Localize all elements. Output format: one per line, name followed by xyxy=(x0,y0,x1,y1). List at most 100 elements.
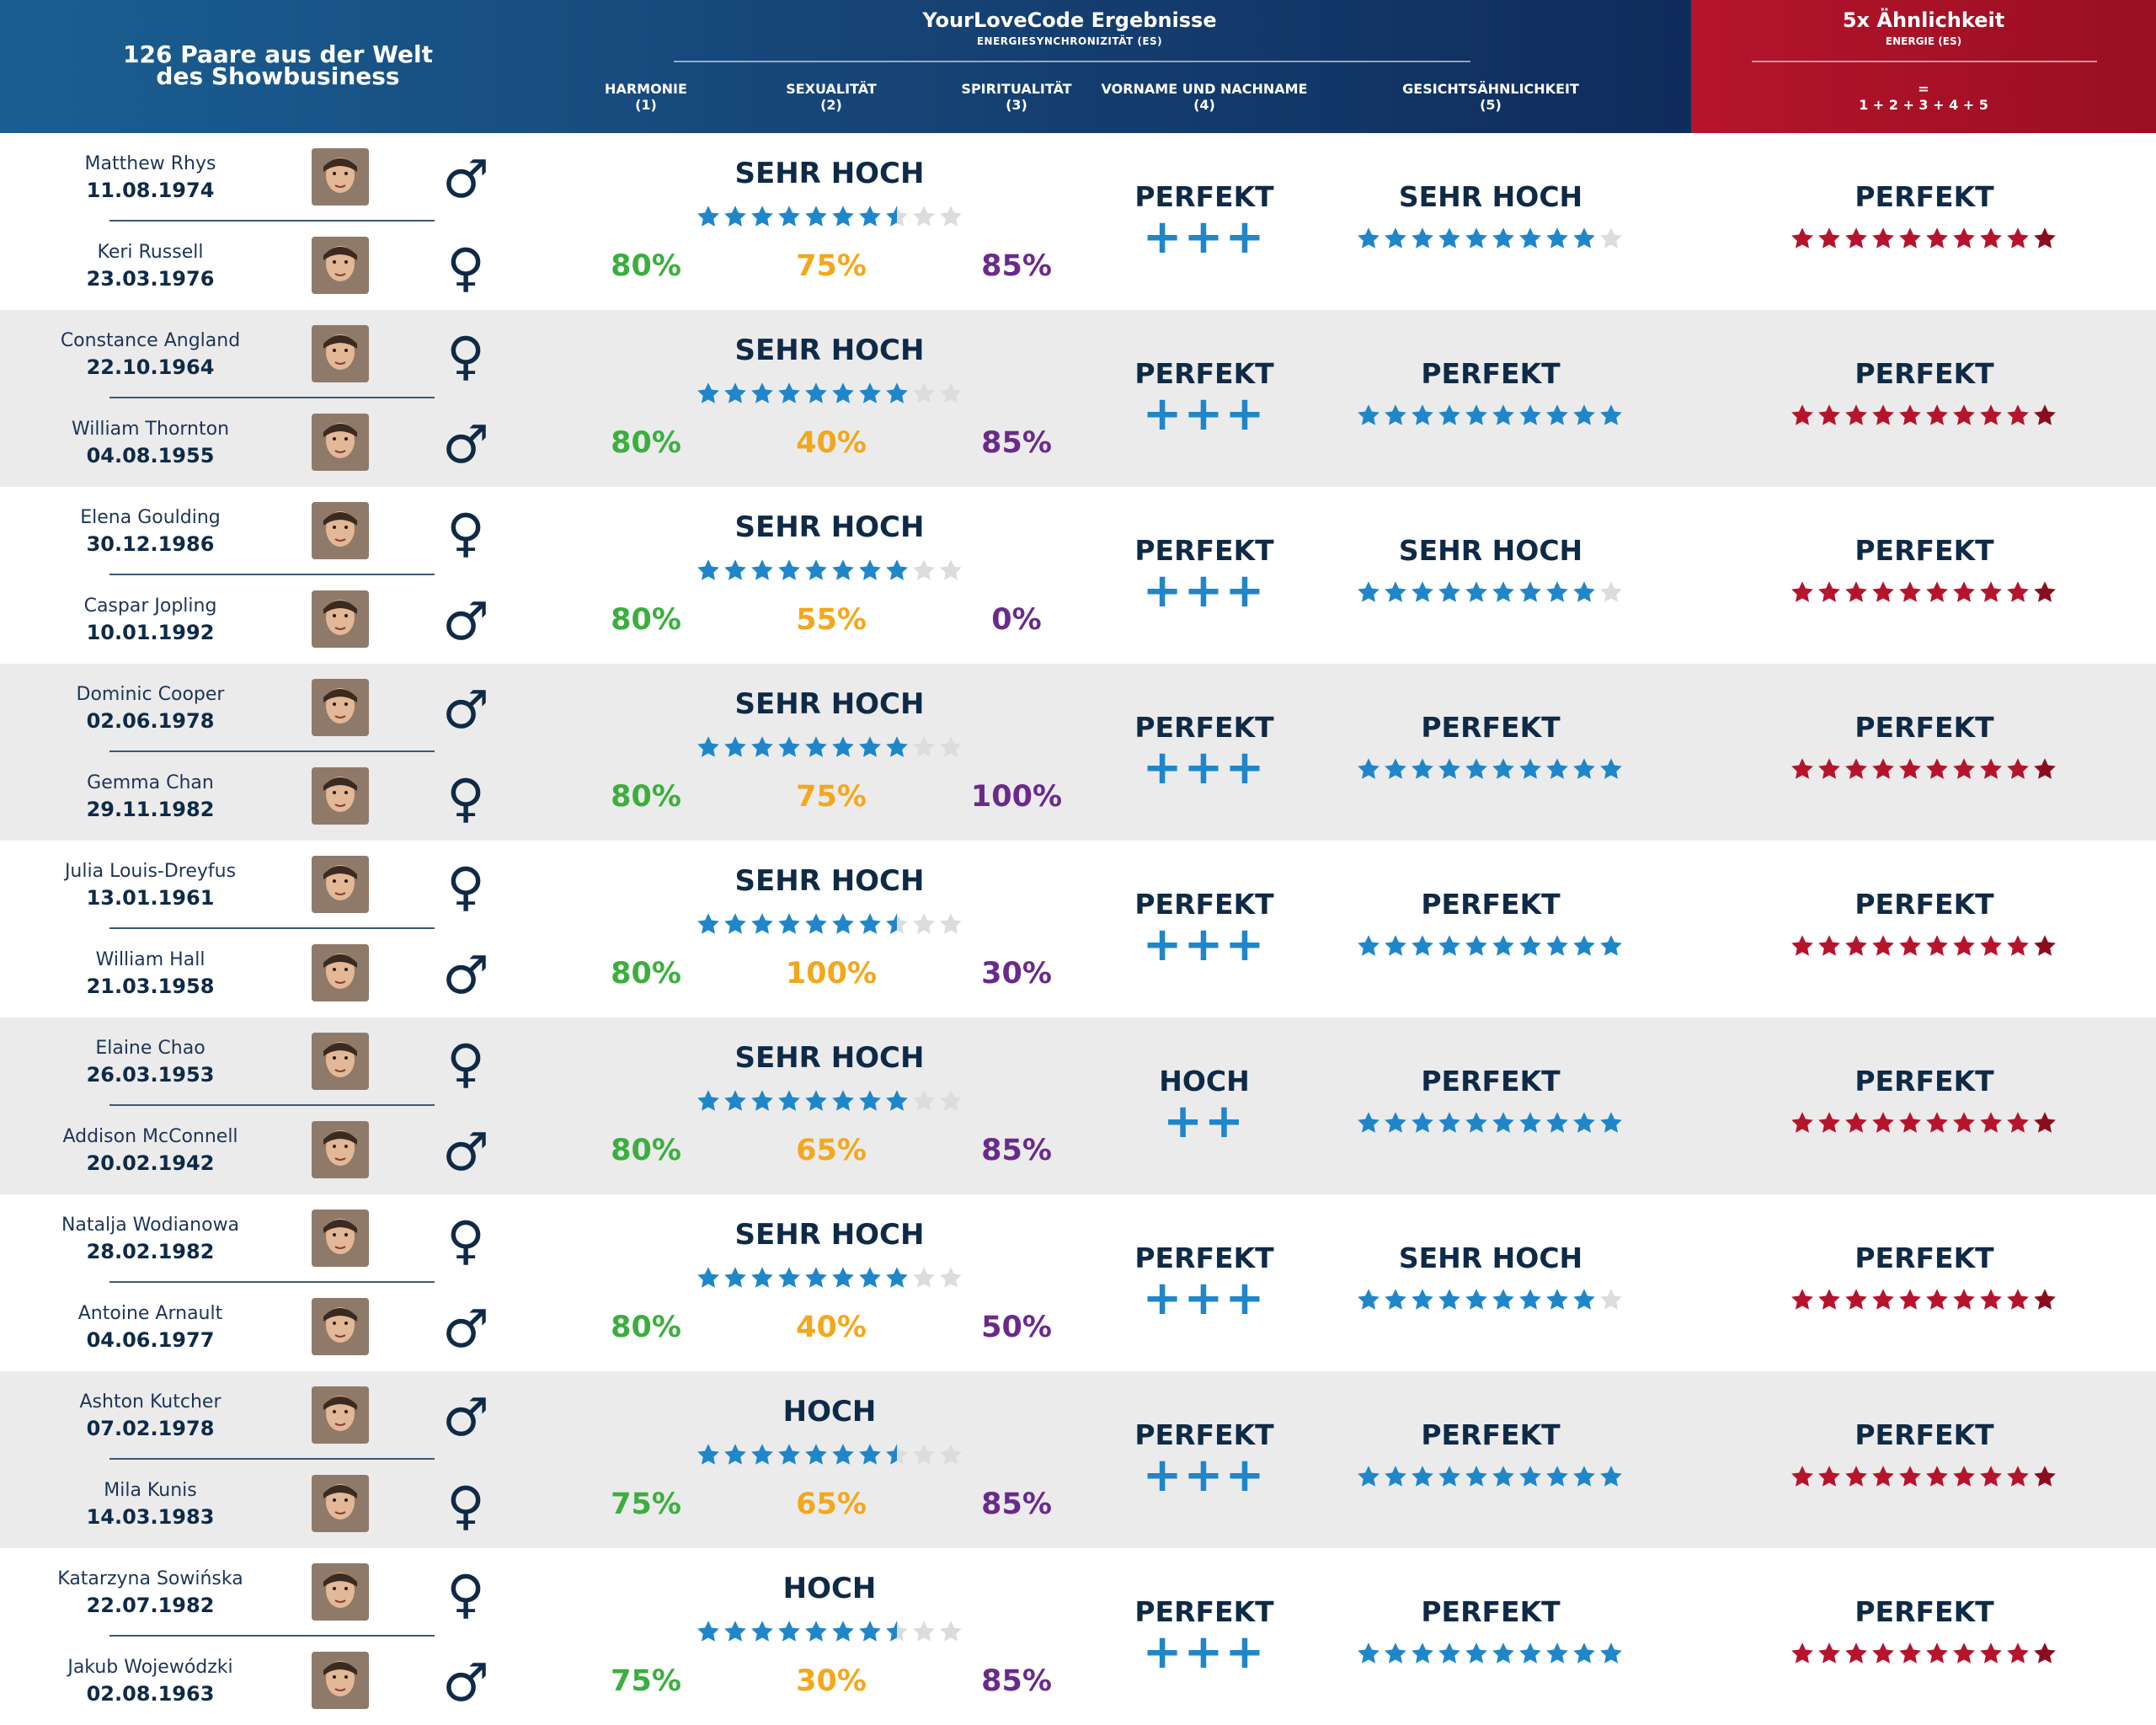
filled-star-icon xyxy=(1410,1287,1435,1312)
filled-star-icon xyxy=(884,558,910,583)
person-p1: Matthew Rhys 11.08.1974 ♂ xyxy=(0,133,489,222)
filled-star-icon xyxy=(1572,1287,1597,1312)
female-symbol-icon: ♀ xyxy=(446,1210,485,1271)
filled-star-icon xyxy=(1518,1287,1543,1312)
filled-star-icon xyxy=(1437,1464,1462,1489)
similarity-rating-label: PERFEKT xyxy=(1854,711,1994,744)
person-divider xyxy=(109,1104,435,1106)
face-rating-label: PERFEKT xyxy=(1421,1418,1561,1451)
filled-star-icon xyxy=(776,911,802,937)
spirituality-percent: 30% xyxy=(981,957,1052,991)
table-row: Julia Louis-Dreyfus 13.01.1961 ♀ William… xyxy=(0,841,2156,1017)
filled-star-icon xyxy=(857,558,883,583)
filled-star-icon xyxy=(1978,403,2004,428)
filled-star-icon xyxy=(1518,403,1543,428)
filled-star-icon xyxy=(830,1088,856,1114)
person-p2: Addison McConnell 20.02.1942 ♂ xyxy=(0,1106,489,1194)
filled-star-icon xyxy=(1572,933,1597,959)
es-rating-label: SEHR HOCH xyxy=(734,864,925,898)
filled-star-icon xyxy=(884,1088,910,1114)
filled-star-icon xyxy=(1951,579,1977,605)
filled-star-icon xyxy=(1598,1110,1624,1135)
filled-star-icon xyxy=(1464,1110,1489,1135)
filled-star-icon xyxy=(1464,226,1489,251)
face-rating-label: PERFEKT xyxy=(1421,888,1561,921)
filled-star-icon xyxy=(750,558,775,583)
name-rating-plus: +++ xyxy=(1142,1625,1267,1680)
filled-star-icon xyxy=(696,381,721,406)
harmony-percent: 75% xyxy=(611,1664,681,1698)
filled-star-icon xyxy=(1844,1641,1869,1666)
person-birthdate: 26.03.1953 xyxy=(86,1063,215,1087)
person-birthdate: 22.07.1982 xyxy=(86,1594,215,1617)
filled-star-icon xyxy=(1464,1464,1489,1489)
filled-star-icon xyxy=(1356,579,1381,605)
name-rating-plus: +++ xyxy=(1142,387,1267,441)
sexuality-percent: 75% xyxy=(796,249,867,283)
filled-star-icon xyxy=(1897,1641,1923,1666)
filled-star-icon xyxy=(1545,1641,1570,1666)
col-header-name: VORNAME UND NACHNAME (4) xyxy=(1086,81,1322,113)
filled-star-icon xyxy=(1464,1287,1489,1312)
filled-star-icon xyxy=(1790,933,1815,959)
empty-star-icon xyxy=(1598,1287,1624,1312)
filled-star-icon xyxy=(1598,1641,1624,1666)
filled-star-icon xyxy=(803,1265,829,1290)
similarity-star-rating xyxy=(1790,403,2059,433)
name-rating-label: PERFEKT xyxy=(1134,1242,1274,1274)
empty-star-icon xyxy=(938,1088,963,1114)
harmony-percent: 80% xyxy=(611,249,681,283)
empty-star-icon xyxy=(911,911,937,937)
filled-star-icon xyxy=(1817,756,1842,782)
filled-star-icon xyxy=(723,1088,748,1114)
header-blue-panel: 126 Paare aus der Welt des Showbusiness … xyxy=(0,0,1691,133)
person-name: Constance Angland xyxy=(60,330,241,351)
sexuality-percent: 40% xyxy=(796,426,867,460)
filled-star-icon xyxy=(857,1088,883,1114)
filled-star-icon xyxy=(884,1442,910,1467)
filled-star-icon xyxy=(1844,1464,1869,1489)
name-rating-label: PERFEKT xyxy=(1134,534,1274,567)
filled-star-icon xyxy=(1951,226,1977,251)
filled-star-icon xyxy=(1844,226,1869,251)
filled-star-icon xyxy=(1518,226,1543,251)
person-name: Mila Kunis xyxy=(104,1480,197,1501)
filled-star-icon xyxy=(750,911,775,937)
es-rating-label: SEHR HOCH xyxy=(734,510,925,544)
filled-star-icon xyxy=(1410,1110,1435,1135)
person-p1: Natalja Wodianowa 28.02.1982 ♀ xyxy=(0,1194,485,1283)
empty-star-icon xyxy=(1598,579,1624,605)
filled-star-icon xyxy=(803,1619,829,1644)
filled-star-icon xyxy=(1545,1110,1570,1135)
filled-star-icon xyxy=(1870,403,1896,428)
es-star-rating xyxy=(696,1265,965,1295)
filled-star-icon xyxy=(776,734,802,760)
filled-star-icon xyxy=(1844,756,1869,782)
person-p1: Dominic Cooper 02.06.1978 ♂ xyxy=(0,664,489,752)
filled-star-icon xyxy=(830,1265,856,1290)
filled-star-icon xyxy=(1545,403,1570,428)
harmony-percent: 80% xyxy=(611,426,681,460)
header-divider xyxy=(674,61,1470,62)
filled-star-icon xyxy=(696,1088,721,1114)
filled-star-icon xyxy=(1598,403,1624,428)
table-row: Elaine Chao 26.03.1953 ♀ Addison McConne… xyxy=(0,1017,2156,1194)
table-row: Elena Goulding 30.12.1986 ♀ Caspar Jopli… xyxy=(0,487,2156,664)
person-birthdate: 10.01.1992 xyxy=(86,621,215,644)
person-divider xyxy=(109,1458,435,1460)
face-star-rating xyxy=(1356,933,1625,964)
person-birthdate: 14.03.1983 xyxy=(86,1505,215,1529)
filled-star-icon xyxy=(1437,1641,1462,1666)
filled-star-icon xyxy=(1491,1464,1516,1489)
person-p2: Mila Kunis 14.03.1983 ♀ xyxy=(0,1460,485,1548)
name-rating-plus: +++ xyxy=(1142,210,1267,264)
col-header-harmony: HARMONIE (1) xyxy=(581,81,711,113)
es-star-rating xyxy=(696,734,965,765)
person-birthdate: 28.02.1982 xyxy=(86,1240,215,1263)
filled-star-icon xyxy=(884,734,910,760)
filled-star-icon xyxy=(1951,1464,1977,1489)
filled-star-icon xyxy=(776,204,802,229)
filled-star-icon xyxy=(1491,1641,1516,1666)
face-star-rating xyxy=(1356,226,1625,256)
table-row: Ashton Kutcher 07.02.1978 ♂ Mila Kunis 1… xyxy=(0,1371,2156,1548)
